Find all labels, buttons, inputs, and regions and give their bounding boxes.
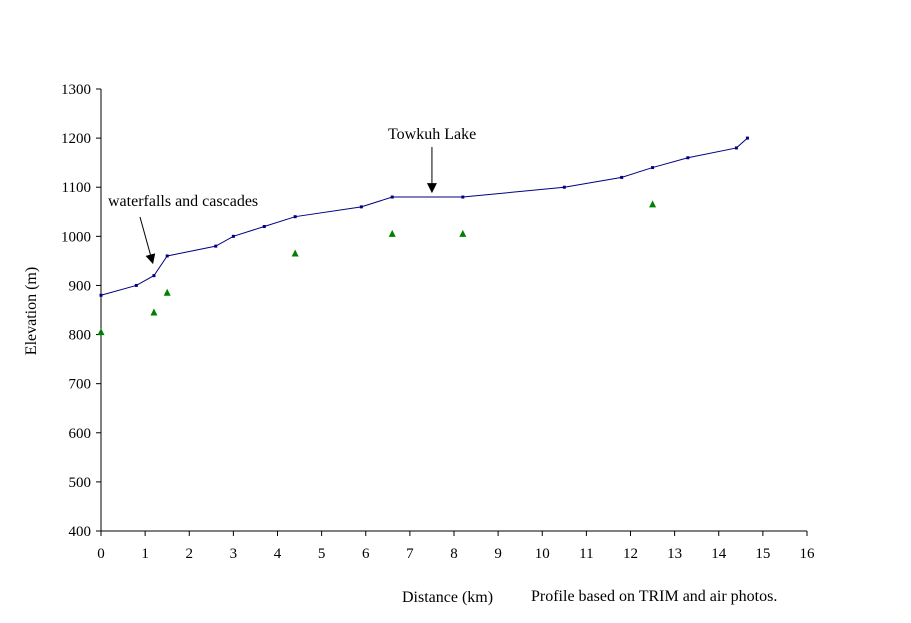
stream-profile-point xyxy=(262,225,266,229)
x-tick-label: 6 xyxy=(362,546,370,562)
stream-profile-point xyxy=(651,166,655,170)
stream-profile-point xyxy=(461,195,465,199)
y-tick-label: 1000 xyxy=(61,229,91,245)
x-tick-label: 2 xyxy=(186,546,194,562)
x-tick-label: 12 xyxy=(623,546,638,562)
x-tick-label: 3 xyxy=(230,546,238,562)
annotation-waterfalls-label: waterfalls and cascades xyxy=(108,193,258,210)
stream-profile-point xyxy=(214,244,218,248)
x-tick-label: 13 xyxy=(667,546,682,562)
series-layer xyxy=(97,136,749,336)
stream-profile-point xyxy=(734,146,738,150)
x-tick-label: 1 xyxy=(141,546,149,562)
stream-profile-point xyxy=(165,254,169,258)
y-tick-label: 800 xyxy=(69,328,92,344)
annotations-layer: waterfalls and cascades Towkuh Lake xyxy=(108,126,476,265)
y-tick-label: 900 xyxy=(69,278,92,294)
annotation-towkuh-lake-label: Towkuh Lake xyxy=(388,126,476,143)
stream-profile-point xyxy=(359,205,363,209)
stream-profile-point xyxy=(686,156,690,160)
y-tick-label: 500 xyxy=(69,475,92,491)
y-tick-label: 700 xyxy=(69,377,92,393)
x-axis-ticks: 0 1 2 3 4 5 6 7 8 9 10 11 12 13 14 15 16 xyxy=(97,531,815,562)
triangle-marker-point xyxy=(150,308,158,316)
stream-profile-point xyxy=(293,215,297,219)
stream-profile-point xyxy=(390,195,394,199)
y-tick-label: 1300 xyxy=(61,82,91,98)
y-tick-label: 600 xyxy=(69,426,92,442)
x-tick-label: 10 xyxy=(535,546,550,562)
x-tick-label: 5 xyxy=(318,546,326,562)
x-axis-title: Distance (km) xyxy=(402,589,493,606)
triangle-marker-point xyxy=(459,229,467,237)
y-axis-title: Elevation (m) xyxy=(23,267,40,355)
x-tick-label: 11 xyxy=(579,546,593,562)
chart-source-note: Profile based on TRIM and air photos. xyxy=(531,588,777,605)
x-tick-label: 7 xyxy=(406,546,414,562)
x-tick-label: 15 xyxy=(755,546,770,562)
y-axis-ticks: 400 500 600 700 800 900 1000 1100 1200 1300 xyxy=(61,82,101,540)
stream-profile-line xyxy=(100,137,748,296)
y-tick-label: 1200 xyxy=(61,131,91,147)
triangle-marker-point xyxy=(163,288,171,296)
stream-profile-point xyxy=(152,274,156,278)
stream-profile-point xyxy=(745,136,749,140)
x-tick-label: 8 xyxy=(450,546,458,562)
x-tick-label: 0 xyxy=(97,546,105,562)
stream-profile-point xyxy=(562,185,566,189)
x-tick-label: 16 xyxy=(800,546,816,562)
x-tick-label: 14 xyxy=(711,546,727,562)
stream-profile-point xyxy=(134,283,138,287)
x-tick-label: 4 xyxy=(274,546,282,562)
stream-profile-point xyxy=(99,293,103,297)
y-tick-label: 1100 xyxy=(62,180,91,196)
annotation-waterfalls-arrow xyxy=(139,216,156,265)
x-tick-label: 9 xyxy=(494,546,502,562)
triangle-marker-point xyxy=(388,229,396,237)
stream-profile-point xyxy=(231,234,235,238)
stream-profile-point xyxy=(620,175,624,179)
triangle-marker-point xyxy=(649,200,657,208)
triangle-marker-point xyxy=(97,328,105,336)
y-tick-label: 400 xyxy=(69,524,92,540)
triangle-marker-point xyxy=(291,249,299,257)
